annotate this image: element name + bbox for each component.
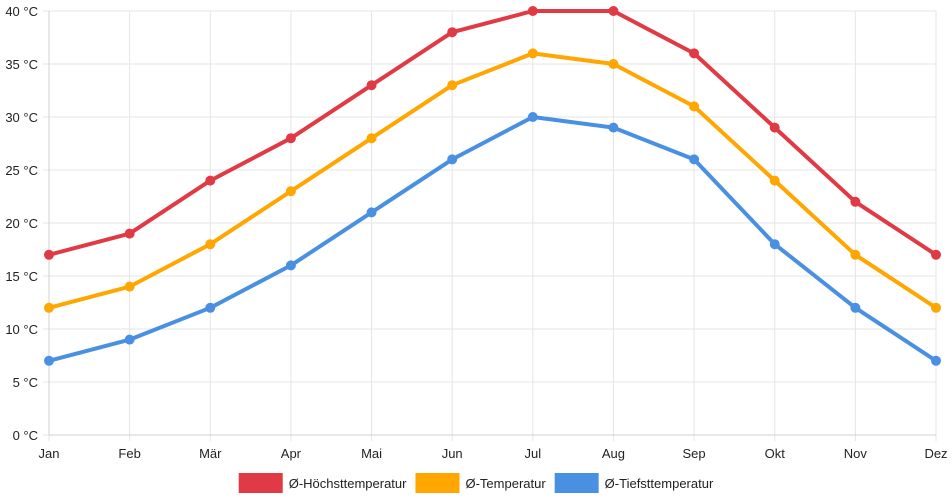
series-line bbox=[47, 51, 938, 310]
data-point[interactable] bbox=[769, 239, 780, 250]
data-point[interactable] bbox=[205, 175, 216, 186]
y-tick-label: 35 °C bbox=[5, 57, 38, 72]
data-point[interactable] bbox=[44, 249, 54, 260]
data-point[interactable] bbox=[124, 334, 135, 345]
y-tick-label: 10 °C bbox=[5, 322, 38, 337]
x-tick-label: Sep bbox=[683, 446, 706, 461]
x-tick-label: Mai bbox=[361, 446, 382, 461]
y-tick-label: 40 °C bbox=[5, 4, 38, 19]
data-point[interactable] bbox=[447, 27, 458, 38]
data-point[interactable] bbox=[608, 59, 619, 69]
legend-item[interactable]: Ø-Höchsttemperatur bbox=[238, 473, 407, 493]
y-tick-label: 0 °C bbox=[13, 428, 38, 443]
series-line bbox=[47, 9, 938, 257]
data-point[interactable] bbox=[285, 186, 296, 197]
data-point[interactable] bbox=[285, 260, 296, 271]
y-tick-label: 20 °C bbox=[5, 216, 38, 231]
data-point[interactable] bbox=[608, 122, 619, 133]
legend-label: Ø-Höchsttemperatur bbox=[289, 476, 407, 491]
legend-item[interactable]: Ø-Tiefsttemperatur bbox=[554, 473, 714, 493]
data-point[interactable] bbox=[931, 355, 941, 366]
data-point[interactable] bbox=[689, 48, 700, 59]
data-point[interactable] bbox=[124, 228, 135, 239]
x-tick-label: Jun bbox=[442, 446, 463, 461]
data-point[interactable] bbox=[850, 302, 861, 313]
legend-swatch bbox=[415, 473, 460, 493]
data-point[interactable] bbox=[527, 6, 538, 16]
data-point[interactable] bbox=[205, 239, 216, 250]
series-line bbox=[47, 115, 938, 363]
y-tick-label: 5 °C bbox=[13, 375, 38, 390]
data-point[interactable] bbox=[769, 122, 780, 133]
y-tick-label: 30 °C bbox=[5, 110, 38, 125]
data-point[interactable] bbox=[44, 302, 54, 313]
x-tick-label: Nov bbox=[844, 446, 868, 461]
y-tick-label: 15 °C bbox=[5, 269, 38, 284]
data-point[interactable] bbox=[689, 101, 700, 112]
data-point[interactable] bbox=[527, 48, 538, 59]
data-point[interactable] bbox=[285, 133, 296, 144]
data-point[interactable] bbox=[850, 196, 861, 207]
data-point[interactable] bbox=[366, 207, 377, 218]
legend-item[interactable]: Ø-Temperatur bbox=[415, 473, 546, 493]
data-point[interactable] bbox=[689, 154, 700, 165]
data-point[interactable] bbox=[850, 249, 861, 260]
data-point[interactable] bbox=[124, 281, 135, 292]
data-point[interactable] bbox=[44, 355, 54, 366]
legend-swatch bbox=[554, 473, 599, 493]
axes: 0 °C 5 °C 10 °C 15 °C 20 °C 25 °C 30 °C 35 °C 40… bbox=[5, 4, 947, 461]
y-tick-label: 25 °C bbox=[5, 163, 38, 178]
legend-label: Ø-Temperatur bbox=[465, 476, 546, 491]
series-points bbox=[44, 6, 941, 366]
data-point[interactable] bbox=[527, 112, 538, 122]
data-point[interactable] bbox=[366, 80, 377, 91]
series-lines bbox=[47, 9, 938, 363]
legend-label: Ø-Tiefsttemperatur bbox=[605, 476, 714, 491]
data-point[interactable] bbox=[366, 133, 377, 144]
x-tick-label: Mär bbox=[199, 446, 222, 461]
data-point[interactable] bbox=[205, 302, 216, 313]
data-point[interactable] bbox=[931, 302, 941, 313]
data-point[interactable] bbox=[608, 6, 619, 16]
x-tick-label: Feb bbox=[118, 446, 140, 461]
legend: Ø-Höchsttemperatur Ø-Temperatur Ø-Tiefstte… bbox=[238, 473, 714, 493]
legend-swatch bbox=[238, 473, 283, 493]
x-tick-label: Aug bbox=[602, 446, 625, 461]
data-point[interactable] bbox=[931, 249, 941, 260]
x-tick-label: Jan bbox=[39, 446, 60, 461]
grid bbox=[43, 10, 937, 441]
x-tick-label: Jul bbox=[525, 446, 542, 461]
x-tick-label: Okt bbox=[765, 446, 786, 461]
x-tick-label: Apr bbox=[281, 446, 302, 461]
x-tick-label: Dez bbox=[924, 446, 947, 461]
data-point[interactable] bbox=[769, 175, 780, 186]
data-point[interactable] bbox=[447, 154, 458, 165]
data-point[interactable] bbox=[447, 80, 458, 91]
